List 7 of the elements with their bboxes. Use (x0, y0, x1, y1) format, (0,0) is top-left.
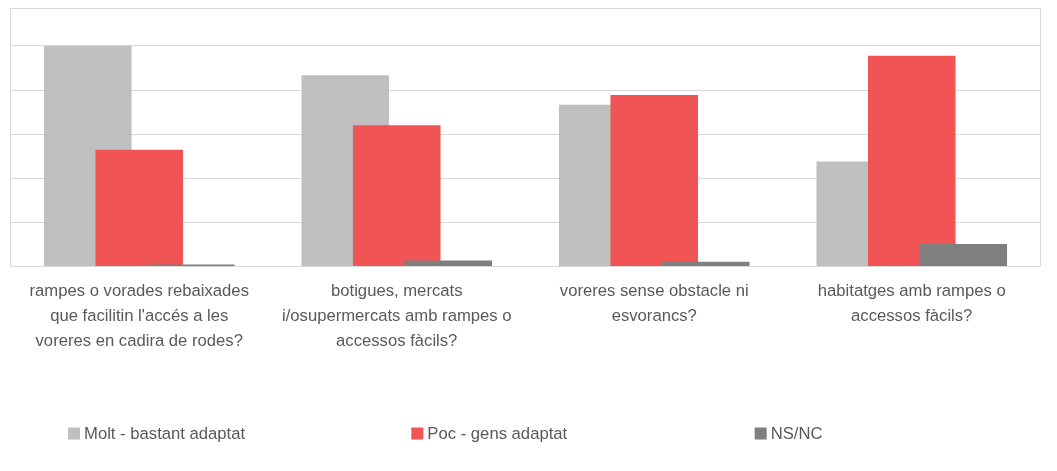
x-tick-label: voreres sense obstacle ni esvorancs? (559, 281, 749, 325)
x-tick-label: rampes o vorades rebaixades que facilitin l'accés a les voreres en cadira de rodes? (29, 281, 249, 350)
x-tick-label: botigues, mercats i/osupermercats amb rampes o accessos fàcils? (281, 281, 512, 350)
legend-label: Molt - bastant adaptat (84, 424, 246, 443)
legend-label: Poc - gens adaptat (427, 424, 568, 443)
x-tick-label: habitatges amb rampes o accessos fàcils? (817, 281, 1006, 325)
legend-label: NS/NC (770, 424, 823, 443)
